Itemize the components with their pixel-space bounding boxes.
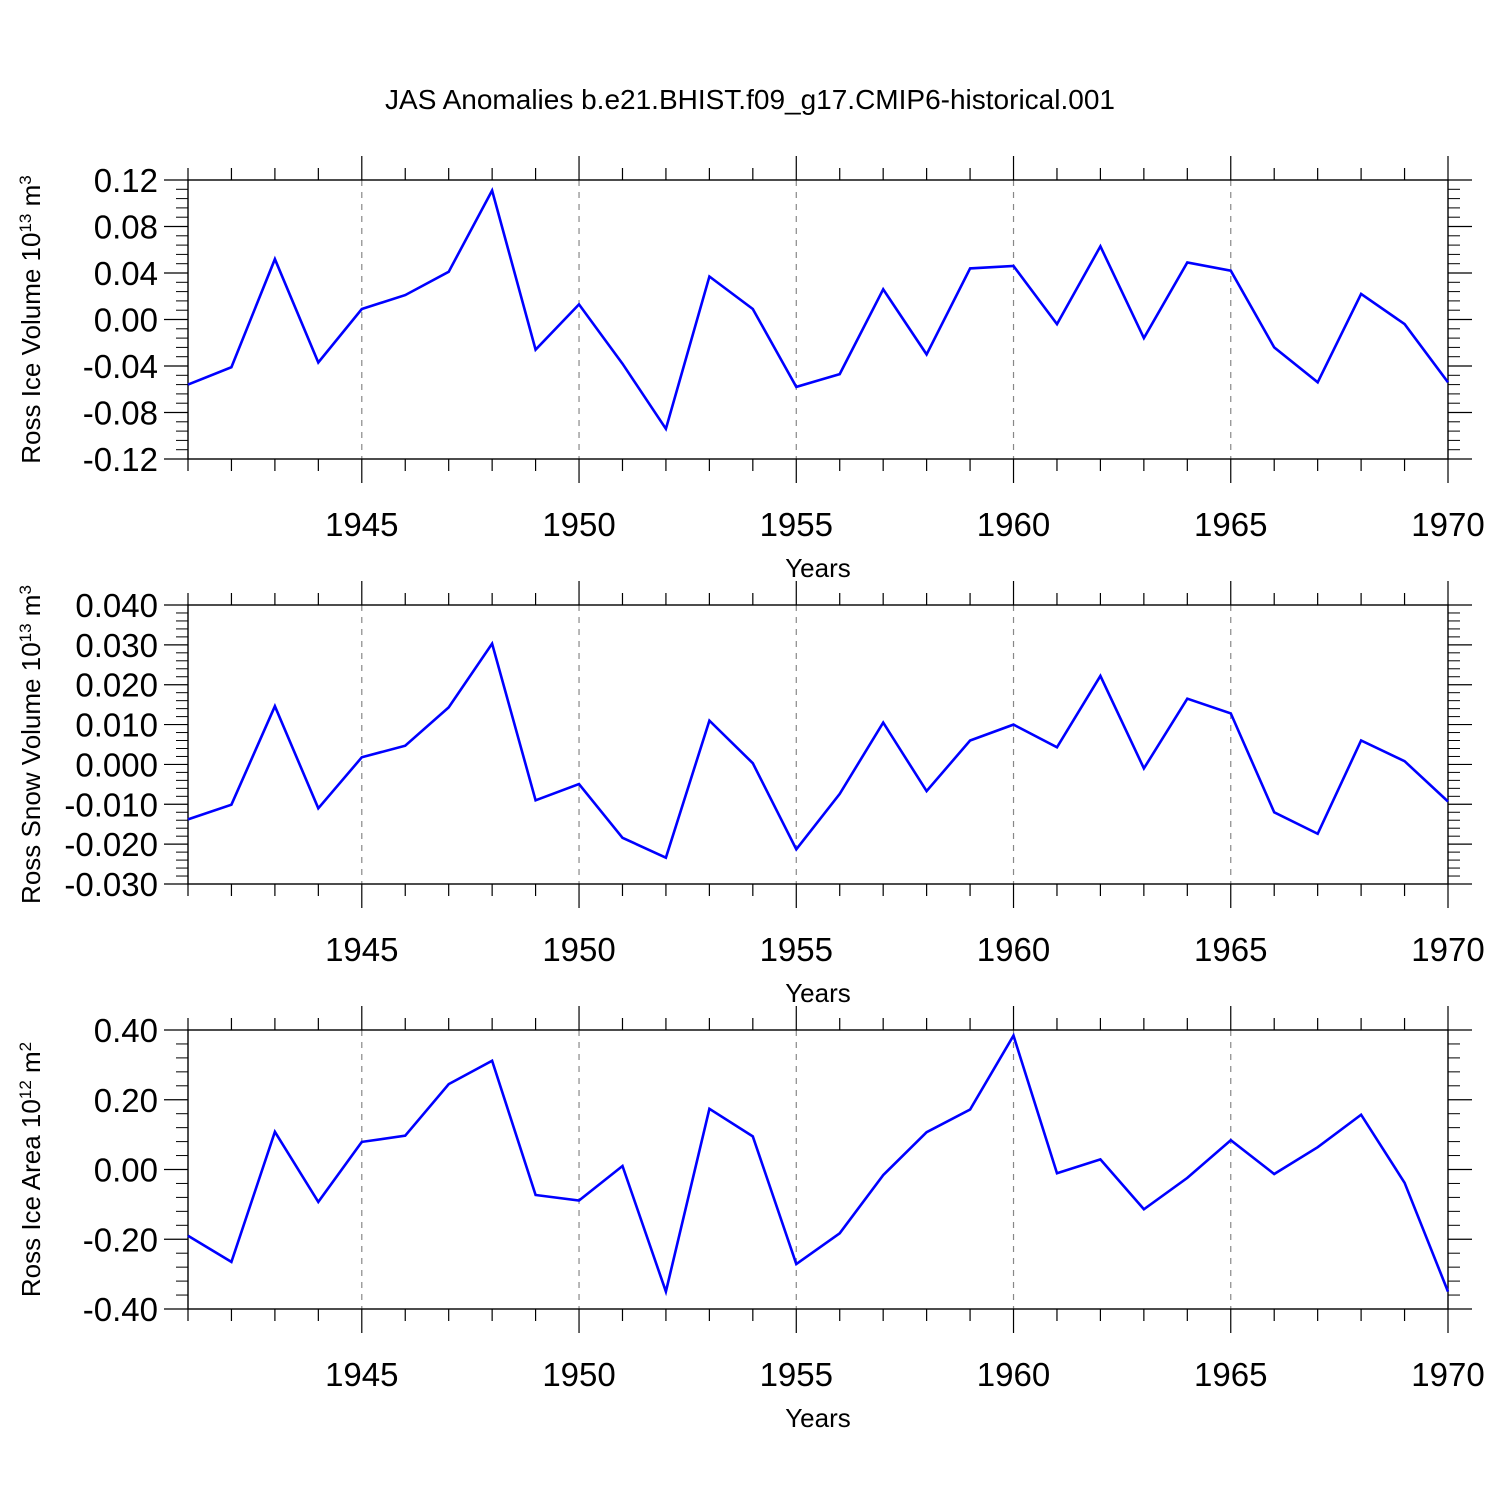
y-tick-label: 0.40 — [94, 1012, 158, 1049]
x-tick-label: 1970 — [1411, 1356, 1484, 1393]
x-tick-label: 1960 — [977, 506, 1050, 543]
y-tick-label: 0.040 — [75, 587, 158, 624]
x-tick-label: 1950 — [542, 931, 615, 968]
y-tick-label: -0.04 — [83, 348, 158, 385]
x-tick-label: 1945 — [325, 931, 398, 968]
y-tick-label: -0.020 — [64, 826, 158, 863]
x-tick-label: 1965 — [1194, 931, 1267, 968]
plot-frame — [187, 604, 1449, 885]
series-line — [187, 1032, 1450, 1297]
x-tick-label: 1960 — [977, 931, 1050, 968]
x-tick-label: 1960 — [977, 1356, 1050, 1393]
x-tick-label: 1945 — [325, 1356, 398, 1393]
y-tick-label: -0.12 — [83, 441, 158, 478]
y-tick-label: 0.00 — [94, 1152, 158, 1189]
y-tick-label: -0.20 — [83, 1221, 158, 1258]
y-tick-label: 0.20 — [94, 1082, 158, 1119]
chart-panel-1: -0.12 -0.08 -0.04 0.00 0.04 0.08 0.12 1945 1950 1… — [16, 156, 1485, 583]
x-tick-label: 1965 — [1194, 506, 1267, 543]
x-tick-label: 1970 — [1411, 931, 1484, 968]
x-axis-title: Years — [785, 978, 851, 1008]
x-tick-label: 1945 — [325, 506, 398, 543]
x-axis-title: Years — [785, 1403, 851, 1433]
y-tick-label: 0.08 — [94, 209, 158, 246]
x-tick-label: 1950 — [542, 1356, 615, 1393]
y-axis-title: Ross Ice Volume 1013 m3 — [16, 175, 47, 464]
x-tick-label: 1955 — [760, 931, 833, 968]
chart-panel-2: -0.030-0.020-0.0100.0000.0100.0200.0300.… — [16, 581, 1485, 1008]
x-tick-label: 1965 — [1194, 1356, 1267, 1393]
y-tick-label: 0.010 — [75, 707, 158, 744]
figure-title: JAS Anomalies b.e21.BHIST.f09_g17.CMIP6-… — [385, 84, 1115, 115]
y-tick-label: -0.030 — [64, 866, 158, 903]
y-tick-label: 0.000 — [75, 746, 158, 783]
y-tick-label: 0.00 — [94, 302, 158, 339]
series-line — [187, 187, 1450, 432]
x-tick-label: 1955 — [760, 1356, 833, 1393]
plot-frame — [187, 1029, 1449, 1310]
y-tick-label: -0.40 — [83, 1291, 158, 1328]
chart-panel-3: -0.40 -0.20 0.00 0.20 0.40 1945 1950 1955 1960 19… — [16, 1006, 1485, 1433]
x-tick-label: 1955 — [760, 506, 833, 543]
y-axis-title: Ross Ice Area 1012 m2 — [16, 1042, 47, 1297]
y-tick-label: -0.010 — [64, 786, 158, 823]
y-tick-label: 0.12 — [94, 162, 158, 199]
x-axis-title: Years — [785, 553, 851, 583]
y-tick-label: -0.08 — [83, 395, 158, 432]
series-line — [187, 640, 1449, 860]
plot-frame — [187, 179, 1449, 460]
y-axis-title: Ross Snow Volume 1013 m3 — [16, 585, 47, 904]
y-tick-label: 0.020 — [75, 667, 158, 704]
y-tick-label: 0.030 — [75, 627, 158, 664]
x-tick-label: 1970 — [1411, 506, 1484, 543]
x-tick-label: 1950 — [542, 506, 615, 543]
y-tick-label: 0.04 — [94, 255, 158, 292]
